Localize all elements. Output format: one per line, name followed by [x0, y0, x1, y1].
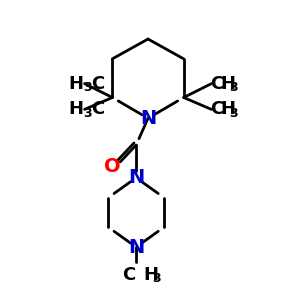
Text: H: H — [143, 266, 158, 284]
Text: H: H — [69, 75, 84, 93]
Text: H: H — [69, 100, 84, 118]
Text: N: N — [128, 238, 144, 256]
Text: 3: 3 — [152, 272, 160, 285]
Text: N: N — [140, 109, 156, 128]
Text: H: H — [220, 75, 235, 93]
Text: 3: 3 — [229, 81, 238, 94]
Text: C: C — [122, 266, 135, 284]
Text: 3: 3 — [84, 107, 92, 120]
Text: C: C — [92, 100, 105, 118]
Text: C: C — [210, 75, 224, 93]
Text: C: C — [92, 75, 105, 93]
Text: O: O — [104, 157, 121, 176]
Text: 3: 3 — [229, 107, 238, 120]
Text: H: H — [220, 100, 235, 118]
Text: 3: 3 — [84, 81, 92, 94]
Text: N: N — [128, 168, 144, 187]
Text: C: C — [210, 100, 224, 118]
